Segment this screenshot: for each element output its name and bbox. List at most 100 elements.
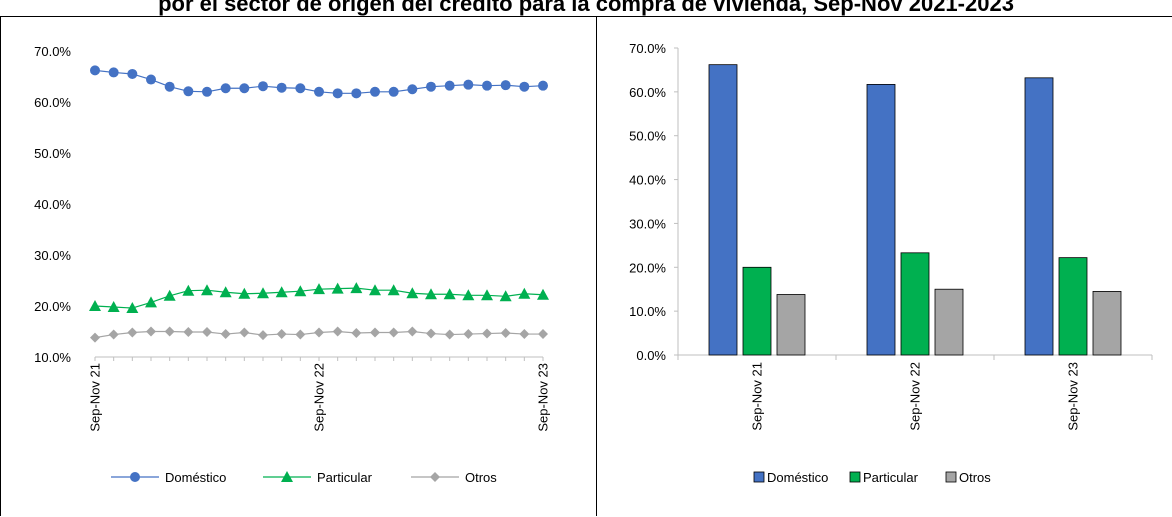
data-point	[258, 330, 268, 341]
data-point	[332, 88, 343, 99]
x-tick-label: Sep-Nov 21	[88, 363, 103, 432]
data-point	[220, 329, 231, 340]
bar	[1024, 77, 1054, 356]
data-point	[443, 288, 456, 300]
y-tick-label: 30.0%	[629, 216, 666, 231]
bar	[742, 266, 772, 356]
data-point	[108, 329, 119, 340]
legend-marker	[430, 472, 440, 482]
legend-label: Particular	[863, 470, 919, 485]
y-tick-label: 50.0%	[629, 129, 666, 144]
data-point	[183, 327, 194, 338]
data-point	[126, 302, 139, 314]
data-point	[482, 328, 492, 339]
legend-marker	[281, 471, 293, 482]
y-tick-label: 70.0%	[629, 41, 666, 56]
data-point	[295, 83, 306, 94]
bar	[708, 64, 738, 356]
data-point	[314, 86, 324, 97]
data-point	[444, 80, 455, 91]
data-point	[537, 288, 549, 300]
data-point	[407, 326, 418, 337]
data-point	[127, 327, 138, 338]
bar	[900, 252, 930, 356]
legend-label: Otros	[959, 470, 991, 485]
data-point	[370, 327, 380, 338]
data-point	[239, 83, 250, 94]
y-tick-label: 40.0%	[34, 197, 71, 212]
data-point	[183, 86, 194, 97]
data-point	[257, 287, 269, 299]
data-point	[518, 287, 531, 299]
data-point	[499, 290, 512, 302]
data-point	[164, 81, 175, 92]
data-point	[425, 288, 437, 300]
data-point	[201, 284, 213, 296]
data-point	[107, 301, 120, 313]
data-point	[407, 84, 418, 95]
data-point	[108, 67, 119, 78]
data-point	[332, 326, 343, 337]
data-point	[500, 328, 511, 339]
y-tick-label: 10.0%	[34, 350, 71, 365]
data-point	[426, 81, 436, 92]
x-tick-label: Sep-Nov 21	[750, 362, 765, 431]
data-point	[275, 286, 288, 298]
data-point	[145, 296, 157, 308]
legend-label: Otros	[465, 470, 497, 485]
legend-label: Doméstico	[767, 470, 828, 485]
bar	[934, 288, 964, 356]
data-point	[426, 328, 436, 339]
x-tick-label: Sep-Nov 22	[908, 362, 923, 431]
data-point	[202, 327, 212, 338]
data-point	[387, 284, 400, 296]
line-chart-panel: 10.0% 20.0% 30.0% 40.0% 50.0% 60.0% 70.0% Sep-N…	[0, 16, 597, 516]
data-point	[444, 329, 455, 340]
y-tick-label: 30.0%	[34, 248, 71, 263]
data-point	[90, 332, 100, 343]
data-point	[314, 327, 324, 338]
data-point	[463, 79, 474, 90]
legend-swatch	[753, 471, 765, 483]
bar	[776, 294, 806, 356]
data-point	[276, 329, 287, 340]
data-point	[331, 282, 344, 294]
bar	[866, 84, 896, 356]
x-tick-label: Sep-Nov 23	[1066, 362, 1081, 431]
data-point	[220, 83, 231, 94]
data-point	[90, 65, 100, 76]
data-point	[239, 327, 250, 338]
y-tick-label: 0.0%	[636, 348, 666, 363]
y-tick-label: 60.0%	[629, 85, 666, 100]
data-point	[146, 326, 156, 337]
data-point	[350, 282, 363, 294]
data-point	[313, 283, 325, 295]
data-point	[369, 284, 381, 296]
y-tick-label: 20.0%	[34, 299, 71, 314]
data-point	[370, 86, 380, 97]
data-point	[519, 81, 530, 92]
y-tick-label: 60.0%	[34, 95, 71, 110]
data-point	[351, 328, 362, 339]
data-point	[127, 68, 138, 79]
y-tick-label: 50.0%	[34, 146, 71, 161]
y-tick-label: 20.0%	[629, 260, 666, 275]
data-point	[481, 289, 493, 301]
data-point	[182, 284, 195, 296]
data-point	[538, 329, 548, 340]
bar-chart-panel: 0.0% 10.0% 20.0% 30.0% 40.0% 50.0% 60.0% 70.0% S…	[596, 16, 1172, 516]
data-point	[202, 86, 212, 97]
data-point	[406, 287, 419, 299]
data-point	[89, 300, 101, 311]
x-tick-label: Sep-Nov 23	[536, 363, 551, 432]
legend-label: Doméstico	[165, 470, 226, 485]
data-point	[482, 80, 492, 91]
legend-label: Particular	[317, 470, 373, 485]
bar	[1092, 291, 1122, 356]
page-title: por el sector de origen del crédito para…	[158, 0, 1014, 16]
data-point	[294, 285, 307, 297]
bar-chart: 0.0% 10.0% 20.0% 30.0% 40.0% 50.0% 60.0% 70.0% S…	[629, 41, 1153, 485]
data-point	[388, 327, 399, 338]
data-point	[463, 329, 474, 340]
y-tick-label: 10.0%	[629, 304, 666, 319]
